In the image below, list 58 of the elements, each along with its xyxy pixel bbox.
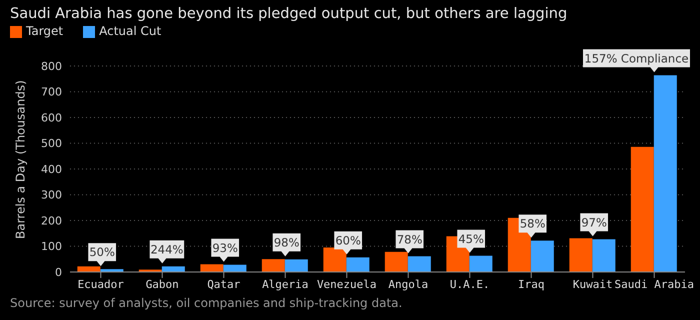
- chart-title: Saudi Arabia has gone beyond its pledged output cut, but others are lagging: [10, 6, 568, 22]
- callout-box: 244%: [150, 240, 184, 264]
- annotation: 60%: [335, 233, 361, 248]
- x-tick-label: U.A.E.: [450, 278, 490, 291]
- x-tick-label: Gabon: [146, 278, 179, 291]
- callout-box: 50%: [88, 243, 116, 266]
- annotation: 93%: [212, 240, 238, 255]
- x-tick-label: Qatar: [207, 278, 241, 291]
- callout-box: 60%: [334, 231, 362, 254]
- y-tick-label: 600: [41, 111, 62, 124]
- annotation: 244%: [150, 242, 184, 256]
- bar: [284, 259, 308, 272]
- bar: [262, 259, 285, 272]
- x-tick-label: Iraq: [518, 278, 544, 291]
- callout-box: 157% Compliance: [583, 49, 690, 72]
- callout-box: 45%: [457, 230, 486, 253]
- x-tick-label: Ecuador: [78, 278, 124, 291]
- y-tick-label: 700: [41, 86, 62, 99]
- annotation: 157% Compliance: [584, 51, 689, 66]
- x-tick-label: Venezuela: [316, 278, 377, 291]
- annotation: 98%: [274, 235, 300, 250]
- callout-box: 58%: [518, 214, 547, 238]
- y-tick-label: 300: [41, 188, 62, 202]
- y-axis-title: Barrels a Day (Thousands): [13, 80, 28, 239]
- callout-box: 78%: [396, 230, 424, 254]
- annotation: 97%: [581, 215, 607, 230]
- y-tick-label: 800: [41, 60, 62, 73]
- bar: [346, 257, 370, 272]
- bar: [592, 239, 616, 272]
- x-tick-label: Algeria: [262, 278, 308, 291]
- bar: [654, 75, 677, 272]
- source-note: Source: survey of analysts, oil companies and ship-tracking data.: [10, 296, 402, 310]
- x-tick-label: Angola: [388, 278, 428, 291]
- callout-box: 98%: [272, 233, 301, 256]
- bar: [469, 256, 492, 272]
- y-tick-label: 500: [41, 137, 62, 150]
- annotation: 50%: [89, 245, 115, 260]
- annotation: 78%: [396, 232, 422, 246]
- callout-box: 97%: [580, 213, 608, 236]
- bar: [630, 146, 654, 272]
- bar: [384, 252, 408, 272]
- callout-box: 93%: [211, 238, 240, 262]
- y-tick-label: 100: [41, 240, 62, 254]
- y-tick-label: 200: [41, 214, 62, 228]
- y-tick-label: 400: [41, 162, 62, 176]
- y-tick-label: 0: [55, 266, 62, 279]
- legend-label: Target: [26, 24, 64, 38]
- x-tick-label: Kuwait: [572, 278, 613, 291]
- annotation: 45%: [458, 232, 484, 246]
- bar: [323, 248, 346, 272]
- legend-label: Actual Cut: [99, 24, 162, 38]
- x-tick-label: Saudi Arabia: [614, 278, 694, 291]
- annotation: 58%: [520, 216, 546, 231]
- bar: [569, 238, 592, 272]
- bar: [223, 264, 246, 272]
- bar: [200, 264, 224, 272]
- bar: [530, 240, 554, 272]
- bar: [408, 256, 431, 272]
